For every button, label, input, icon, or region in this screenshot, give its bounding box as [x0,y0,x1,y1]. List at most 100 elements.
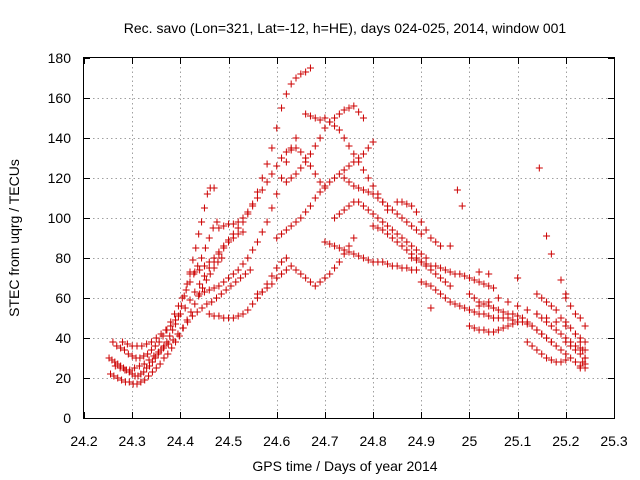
data-point [302,208,310,216]
data-point [292,144,300,152]
data-point [156,360,164,368]
data-point [412,208,420,216]
data-point [278,270,286,278]
data-point [273,264,281,272]
data-point [196,266,204,274]
data-point [533,346,541,354]
data-point [229,230,237,238]
data-point [297,270,305,278]
data-point [350,234,358,242]
data-point [278,104,286,112]
data-point [321,182,329,190]
data-point [355,198,363,206]
data-point [148,368,156,376]
data-point [125,378,133,386]
data-point [292,218,300,226]
data-point [268,272,276,280]
data-point [244,306,252,314]
data-point [345,162,353,170]
data-point [533,326,541,334]
data-point [249,202,257,210]
data-point [340,166,348,174]
data-point [150,352,158,360]
data-point [297,70,305,78]
data-point [241,270,249,278]
data-point [147,338,155,346]
data-point [403,246,411,254]
data-point [109,338,117,346]
data-point [119,338,127,346]
data-point [359,114,367,122]
data-point [412,246,420,254]
data-point [514,274,522,282]
data-point [485,312,493,320]
data-point [547,250,555,258]
data-point [316,178,324,186]
data-point [417,218,425,226]
data-point [205,310,213,318]
x-tick-label: 25.3 [600,433,627,449]
data-point [331,114,339,122]
data-point [552,342,560,350]
data-point [437,264,445,272]
data-point [292,74,300,82]
data-point [571,310,579,318]
data-point [412,256,420,264]
data-point [543,334,551,342]
data-point [176,310,184,318]
data-point [205,258,213,266]
data-point [253,290,261,298]
data-point [470,308,478,316]
data-point [345,142,353,150]
y-tick-label: 120 [48,170,72,186]
data-point [340,134,348,142]
data-point [268,144,276,152]
x-tick-label: 25 [462,433,478,449]
data-point [490,328,498,336]
data-point [140,360,148,368]
data-point [152,334,160,342]
data-point [384,230,392,238]
data-point [359,186,367,194]
data-point [335,110,343,118]
data-point [220,222,228,230]
data-point [470,324,478,332]
y-tick-label: 160 [48,90,72,106]
data-point [178,294,186,302]
data-point [273,274,281,282]
chart-title: Rec. savo (Lon=321, Lat=-12, h=HE), days… [124,20,567,36]
data-point [562,318,570,326]
data-point [331,214,339,222]
data-point [557,314,565,322]
data-point [200,272,208,280]
data-point [485,270,493,278]
data-point [184,318,192,326]
data-point [475,278,483,286]
data-point [206,270,214,278]
data-point [432,262,440,270]
data-points [105,64,589,388]
x-tick-label: 24.4 [167,433,194,449]
data-point [552,326,560,334]
data-point [412,266,420,274]
data-point [437,242,445,250]
data-point [316,116,324,124]
data-point [229,314,237,322]
data-point [398,242,406,250]
data-point [538,350,546,358]
data-point [210,254,218,262]
data-point [141,376,149,384]
data-point [194,262,202,270]
data-point [164,340,172,348]
data-point [191,268,199,276]
data-point [422,280,430,288]
data-point [408,254,416,262]
data-point [227,282,235,290]
data-point [151,342,159,350]
data-point [249,246,257,254]
data-point [152,364,160,372]
data-point [446,282,454,290]
data-point [143,340,151,348]
data-point [446,242,454,250]
data-point [388,234,396,242]
